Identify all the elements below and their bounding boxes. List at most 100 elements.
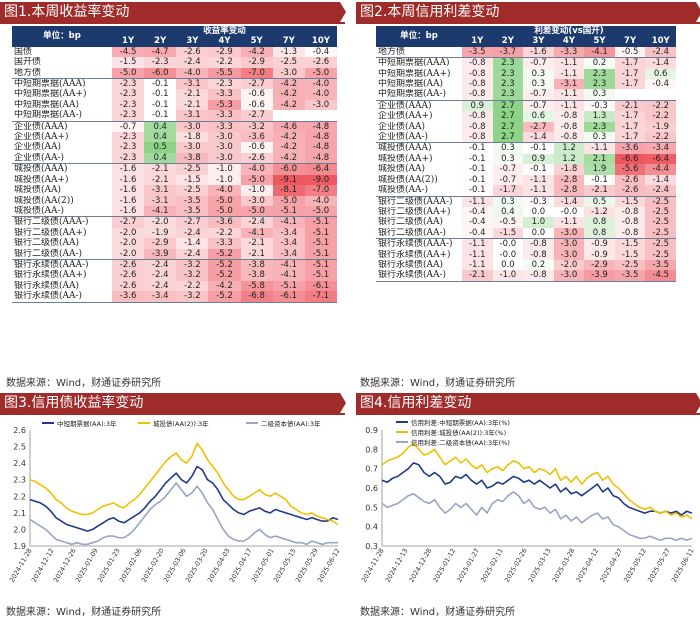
table-cell: -3.9 <box>584 270 615 282</box>
table-cell: -3.1 <box>553 79 585 90</box>
table-cell: -5.0 <box>304 205 337 218</box>
x-tick-label: 2025-02-11 <box>479 547 505 584</box>
row-label: 国债 <box>14 46 33 57</box>
row-label: 银行二级债(AA) <box>378 217 444 228</box>
row-label: 中短期票据(AAA) <box>14 79 86 90</box>
y-tick-label: 0.9 <box>365 426 378 435</box>
table-row: 中短期票据(AA) -2.3 -0.1 -2.1 -5.3 -0.6 -4.2 -3.0 <box>12 99 337 111</box>
table-cell: -0.1 <box>523 164 554 175</box>
table-row: 银行永续债(AA-) -2.1 -1.0 -0.8 -3.0 -3.9 -3.5 -4.5 <box>376 270 676 282</box>
row-label: 银行永续债(AAA-) <box>14 259 89 270</box>
table-cell: 0.5 <box>584 196 615 207</box>
table-cell: -1.7 <box>614 121 646 133</box>
table-cell: -0.1 <box>144 110 177 122</box>
table-cell: 2.3 <box>584 79 615 90</box>
table-cell: -2.9 <box>208 46 241 58</box>
table-cell: -0.8 <box>553 121 585 133</box>
table-row: 企业债(AAA) -0.7 0.4 -3.0 -3.3 -3.2 -4.6 -4.8 <box>12 121 337 133</box>
table-cell: -0.4 <box>462 227 493 240</box>
table-cell: -1.3 <box>272 46 305 58</box>
table-cell: -1.7 <box>614 68 646 80</box>
table-cell: -4.2 <box>272 142 305 153</box>
row-label: 企业债(AA-) <box>376 132 462 144</box>
table-cell: -2.6 <box>304 57 337 68</box>
table-cell: -3.6 <box>240 132 273 143</box>
table-cell: -5.2 <box>208 259 241 271</box>
table-row: 银行二级债(AA-) -2.0 -3.9 -2.4 -5.2 -2.1 -3.4 -5.1 <box>12 248 337 260</box>
row-label: 中短期票据(AA-) <box>376 89 462 101</box>
table-cell: -0.0 <box>553 206 585 218</box>
table-cell: -4.6 <box>272 121 305 133</box>
table-cell: -1.1 <box>553 68 585 80</box>
panel2-rule <box>356 22 700 24</box>
row-label: 城投债(AA+) <box>14 174 69 185</box>
table-cell: -1.5 <box>614 196 646 207</box>
table-cell: -0.6 <box>240 89 273 100</box>
table-cell: -3.8 <box>240 259 273 271</box>
table-cell: -1.6 <box>112 195 145 206</box>
table-cell: -0.6 <box>240 99 273 111</box>
table-cell: -1.6 <box>523 46 554 59</box>
table-cell: -0.8 <box>462 79 493 90</box>
table-cell: -2.3 <box>208 78 241 90</box>
table-cell: -2.4 <box>144 270 177 281</box>
table-cell: -2.3 <box>112 78 145 90</box>
row-label: 城投债(AA+) <box>378 153 433 164</box>
table-cell: -1.5 <box>614 249 646 260</box>
table-cell: -2.3 <box>112 132 145 143</box>
table-row: 城投债(AA+) -1.6 -2.1 -1.5 -1.0 -5.0 -9.1 -9.0 <box>12 174 337 186</box>
table-cell: -2.5 <box>645 249 676 260</box>
table-cell: -2.5 <box>176 185 209 196</box>
column-header-row: 1Y 2Y 3Y 4Y 5Y 7Y 10Y <box>376 36 676 47</box>
row-label: 银行永续债(AA+) <box>14 270 87 281</box>
y-tick-label: 2.0 <box>13 525 26 534</box>
table-cell: -0.5 <box>492 217 524 228</box>
table-cell: -0.1 <box>462 153 493 165</box>
table-cell: -3.2 <box>176 259 209 271</box>
row-label: 银行二级债(AA) <box>14 238 80 249</box>
table-cell: -4.2 <box>272 89 305 100</box>
x-tick-label: 2025-04-12 <box>575 547 601 584</box>
x-tick-label: 2025-01-12 <box>431 547 457 584</box>
panel3-rule <box>0 413 345 415</box>
table-cell: -2.3 <box>112 89 145 100</box>
table-row: 中短期票据(AAA) -2.3 -0.1 -3.1 -2.3 -2.7 -4.2 -4.0 <box>12 78 337 90</box>
column-header: 10Y <box>304 36 337 47</box>
column-header: 1Y <box>462 36 493 47</box>
panel2-source: 数据来源：Wind，财通证券研究所 <box>360 378 516 389</box>
table-cell: -4.1 <box>272 216 305 228</box>
table-cell: 0.2 <box>584 57 615 69</box>
row-label: 银行二级债(AA+) <box>378 206 451 217</box>
table-cell: -3.1 <box>176 78 209 90</box>
table-cell: -2.5 <box>614 259 646 271</box>
table-cell: -1.9 <box>645 121 676 133</box>
table-cell: -2.8 <box>553 185 585 197</box>
table-cell: 2.3 <box>492 89 524 101</box>
panel1-title: 图1.本周收益率变动 <box>0 2 346 22</box>
row-label: 城投债(AA) <box>378 164 426 175</box>
table-cell: -2.1 <box>240 238 273 249</box>
x-tick-label: 2025-05-12 <box>622 547 648 584</box>
table-cell: -0.4 <box>304 46 337 58</box>
column-header: 3Y <box>176 36 209 47</box>
yield-change-table: 单位：bp 收益率变动 1Y 2Y 3Y 4Y 5Y 7Y 10Y 国债 -4.5 -4.7 -2.6-… <box>12 26 337 303</box>
table-cell: -7.1 <box>304 291 337 303</box>
table-cell: -4.1 <box>144 205 177 218</box>
x-tick-label: 2025-05-27 <box>646 547 672 584</box>
table-cell: -3.0 <box>240 195 273 206</box>
table-cell: -6.1 <box>304 280 337 292</box>
row-label: 银行永续债(AA+) <box>378 249 451 260</box>
table-cell: -0.1 <box>462 174 493 186</box>
table-cell: 0.9 <box>523 153 554 165</box>
table-cell: -2.0 <box>144 216 177 228</box>
table-cell: -4.7 <box>144 46 177 58</box>
table-row: 企业债(AA) -2.3 0.5 -3.0 -3.0 -0.6 -4.2 -4.8 <box>12 142 337 153</box>
table-cell: -2.4 <box>176 248 209 260</box>
table-cell: 0.4 <box>144 121 177 133</box>
table-cell: -2.8 <box>553 174 585 186</box>
table-cell: -0.8 <box>614 227 646 240</box>
row-label: 城投债(AAA) <box>378 143 432 154</box>
table-cell: -3.0 <box>208 132 241 143</box>
table-cell: -1.6 <box>112 174 145 186</box>
table-cell: 0.4 <box>492 206 524 218</box>
